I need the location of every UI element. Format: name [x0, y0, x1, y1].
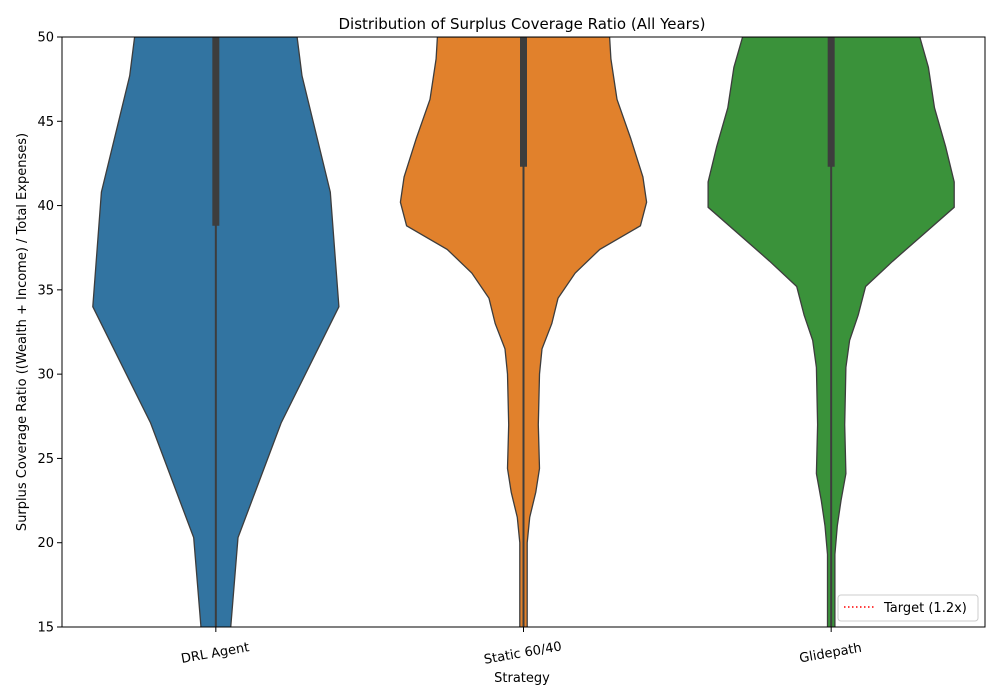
y-tick-label: 45 — [37, 115, 54, 130]
legend: Target (1.2x) — [837, 594, 979, 622]
y-tick-label: 30 — [37, 368, 54, 383]
y-axis: 15 20 25 30 35 40 45 50 — [37, 31, 62, 636]
y-tick-label: 25 — [37, 452, 54, 467]
plot-area — [92, 37, 955, 627]
legend-target-label: Target (1.2x) — [883, 601, 967, 616]
y-tick-label: 50 — [37, 31, 54, 46]
y-tick-label: 40 — [37, 199, 54, 214]
legend-box — [837, 594, 979, 622]
chart-title: Distribution of Surplus Coverage Ratio (… — [338, 15, 705, 33]
y-axis-title: Surplus Coverage Ratio ((Wealth + Income… — [15, 133, 30, 531]
y-tick-label: 35 — [37, 283, 54, 298]
y-tick-label: 15 — [37, 621, 54, 636]
x-axis-title: Strategy — [494, 671, 550, 686]
y-tick-label: 20 — [37, 536, 54, 551]
